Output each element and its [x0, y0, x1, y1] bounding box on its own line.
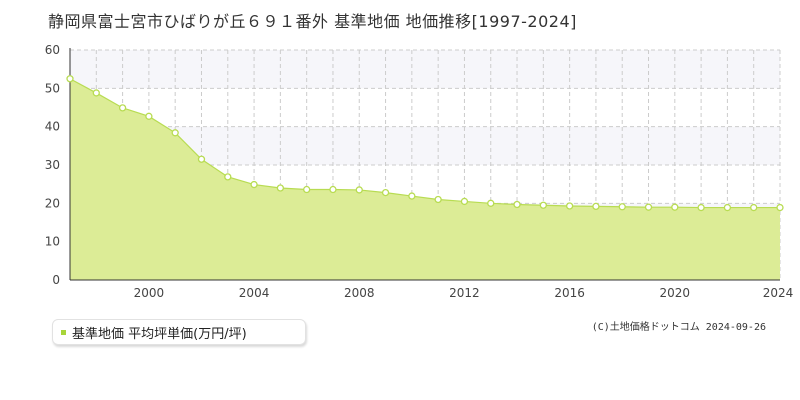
- series-line: [69, 78, 780, 209]
- y-tick-label: 30: [45, 158, 60, 172]
- data-point: [329, 185, 337, 194]
- data-point: [592, 202, 600, 211]
- x-tick-label: 2000: [134, 286, 165, 300]
- series-fill: [70, 78, 780, 280]
- data-point: [750, 203, 758, 212]
- data-points: [66, 75, 784, 212]
- chart-title: 静岡県富士宮市ひばりが丘６９１番外 基準地価 地価推移[1997-2024]: [48, 12, 577, 31]
- y-tick-label: 50: [45, 81, 60, 95]
- x-tick-label: 2024: [763, 286, 794, 300]
- legend-label: 基準地価 平均坪単価(万円/坪): [72, 326, 247, 342]
- y-tick-label: 60: [45, 43, 60, 57]
- data-point: [408, 192, 416, 200]
- y-tick-label: 0: [52, 273, 60, 287]
- data-point: [250, 180, 258, 189]
- data-point: [224, 173, 232, 181]
- data-point: [66, 75, 74, 83]
- data-point: [145, 112, 153, 120]
- data-point: [355, 186, 363, 194]
- data-point: [776, 203, 784, 212]
- data-point: [565, 202, 574, 210]
- y-tick-label: 20: [45, 196, 60, 210]
- data-point: [539, 201, 547, 209]
- x-tick-label: 2004: [239, 286, 270, 300]
- data-point: [171, 129, 179, 137]
- data-point: [697, 203, 705, 212]
- data-point: [487, 199, 495, 207]
- series-area: [69, 78, 780, 280]
- data-point: [118, 104, 127, 112]
- data-point: [671, 203, 679, 211]
- data-point: [197, 155, 206, 163]
- data-point: [460, 197, 469, 206]
- data-point: [92, 89, 100, 97]
- axes: [69, 48, 780, 281]
- data-point: [434, 195, 442, 204]
- grid-band: [70, 50, 780, 89]
- legend: 基準地価 平均坪単価(万円/坪): [52, 319, 306, 345]
- tick-labels: 0 10 20 30 40 50 60 2000 2004 2008 2012 2016 2020 202…: [45, 43, 794, 300]
- data-point: [513, 200, 521, 209]
- y-tick-label: 10: [45, 235, 60, 249]
- data-point: [276, 184, 285, 192]
- x-tick-label: 2016: [554, 286, 585, 300]
- data-point: [644, 203, 653, 211]
- data-point: [723, 203, 732, 212]
- y-tick-label: 40: [45, 120, 60, 134]
- data-point: [303, 185, 311, 194]
- data-point: [381, 188, 390, 197]
- credit-text: (C)土地価格ドットコム 2024-09-26: [591, 322, 766, 333]
- x-tick-label: 2008: [344, 286, 375, 300]
- data-point: [618, 203, 626, 211]
- legend-swatch: [61, 329, 66, 335]
- x-tick-label: 2012: [449, 286, 480, 300]
- x-tick-label: 2020: [660, 286, 691, 300]
